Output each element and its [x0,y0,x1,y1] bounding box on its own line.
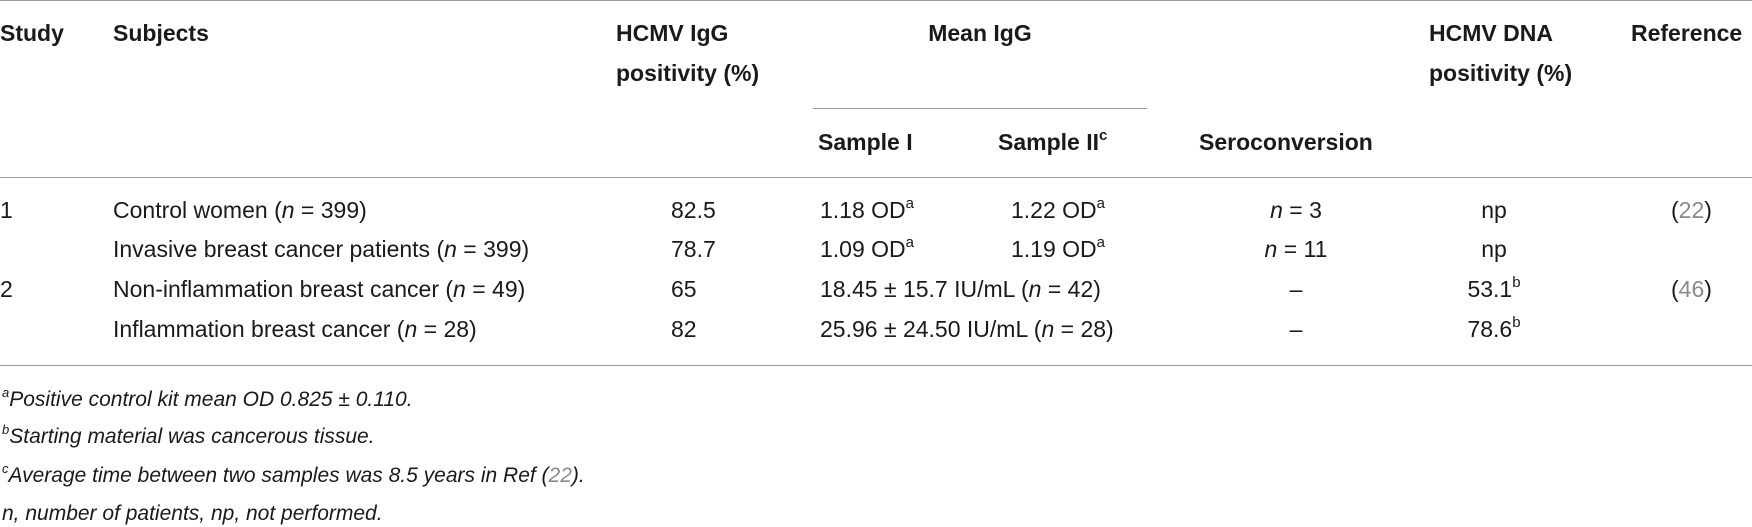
cell-subjects: Inflammation breast cancer (n = 28) [113,316,477,342]
reference-link[interactable]: 46 [1678,276,1705,302]
header-seroconversion: Seroconversion [1199,129,1373,155]
header-reference: Reference [1631,20,1743,46]
cell-study: 1 [0,197,13,223]
cell-igg-positivity: 82 [671,316,697,342]
footnote-a: aPositive control kit mean OD 0.825 ± 0.… [2,385,413,411]
top-rule [0,0,1752,1]
header-sample-2: Sample IIc [998,127,1108,155]
cell-seroconversion: – [1289,276,1303,302]
cell-subjects: Non-inflammation breast cancer (n = 49) [113,276,526,302]
cell-mean-igg-span: 18.45 ± 15.7 IU/mL (n = 42) [820,276,1101,302]
header-study: Study [0,20,64,46]
cell-reference: (22) [1671,197,1712,223]
cell-sample-1: 1.18 ODa [820,195,914,223]
cell-igg-positivity: 65 [671,276,697,302]
reference-link[interactable]: 22 [1678,197,1705,223]
cell-igg-positivity: 78.7 [671,236,716,262]
footnote-b: bStarting material was cancerous tissue. [2,422,375,448]
cell-mean-igg-span: 25.96 ± 24.50 IU/mL (n = 28) [820,316,1114,342]
header-igg-positivity-1: HCMV IgG [616,20,729,46]
footnote-abbreviations: n, number of patients, np, not performed… [2,502,383,525]
footnote-c: cAverage time between two samples was 8.… [2,461,585,487]
cell-sample-1: 1.09 ODa [820,234,914,262]
cell-seroconversion: n = 11 [1264,236,1328,262]
header-igg-positivity-2: positivity (%) [616,60,760,86]
cell-sample-2: 1.19 ODa [1011,234,1105,262]
mean-igg-rule [813,108,1147,109]
reference-link[interactable]: 22 [548,464,572,487]
cell-dna-positivity: np [1481,236,1507,262]
cell-igg-positivity: 82.5 [671,197,716,223]
cell-subjects: Invasive breast cancer patients (n = 399… [113,236,530,262]
header-dna-positivity-2: positivity (%) [1429,60,1573,86]
header-bottom-rule [0,177,1752,178]
cell-seroconversion: – [1289,316,1303,342]
header-sample-1: Sample I [818,129,913,155]
cell-study: 2 [0,276,13,302]
cell-subjects: Control women (n = 399) [113,197,367,223]
cell-seroconversion: n = 3 [1270,197,1322,223]
cell-sample-2: 1.22 ODa [1011,195,1105,223]
header-mean-igg: Mean IgG [928,20,1032,46]
header-dna-positivity-1: HCMV DNA [1429,20,1553,46]
cell-dna-positivity: 78.6b [1467,314,1521,342]
cell-reference: (46) [1671,276,1712,302]
cell-dna-positivity: 53.1b [1467,274,1521,302]
body-bottom-rule [0,365,1752,366]
cell-dna-positivity: np [1481,197,1507,223]
header-subjects: Subjects [113,20,209,46]
